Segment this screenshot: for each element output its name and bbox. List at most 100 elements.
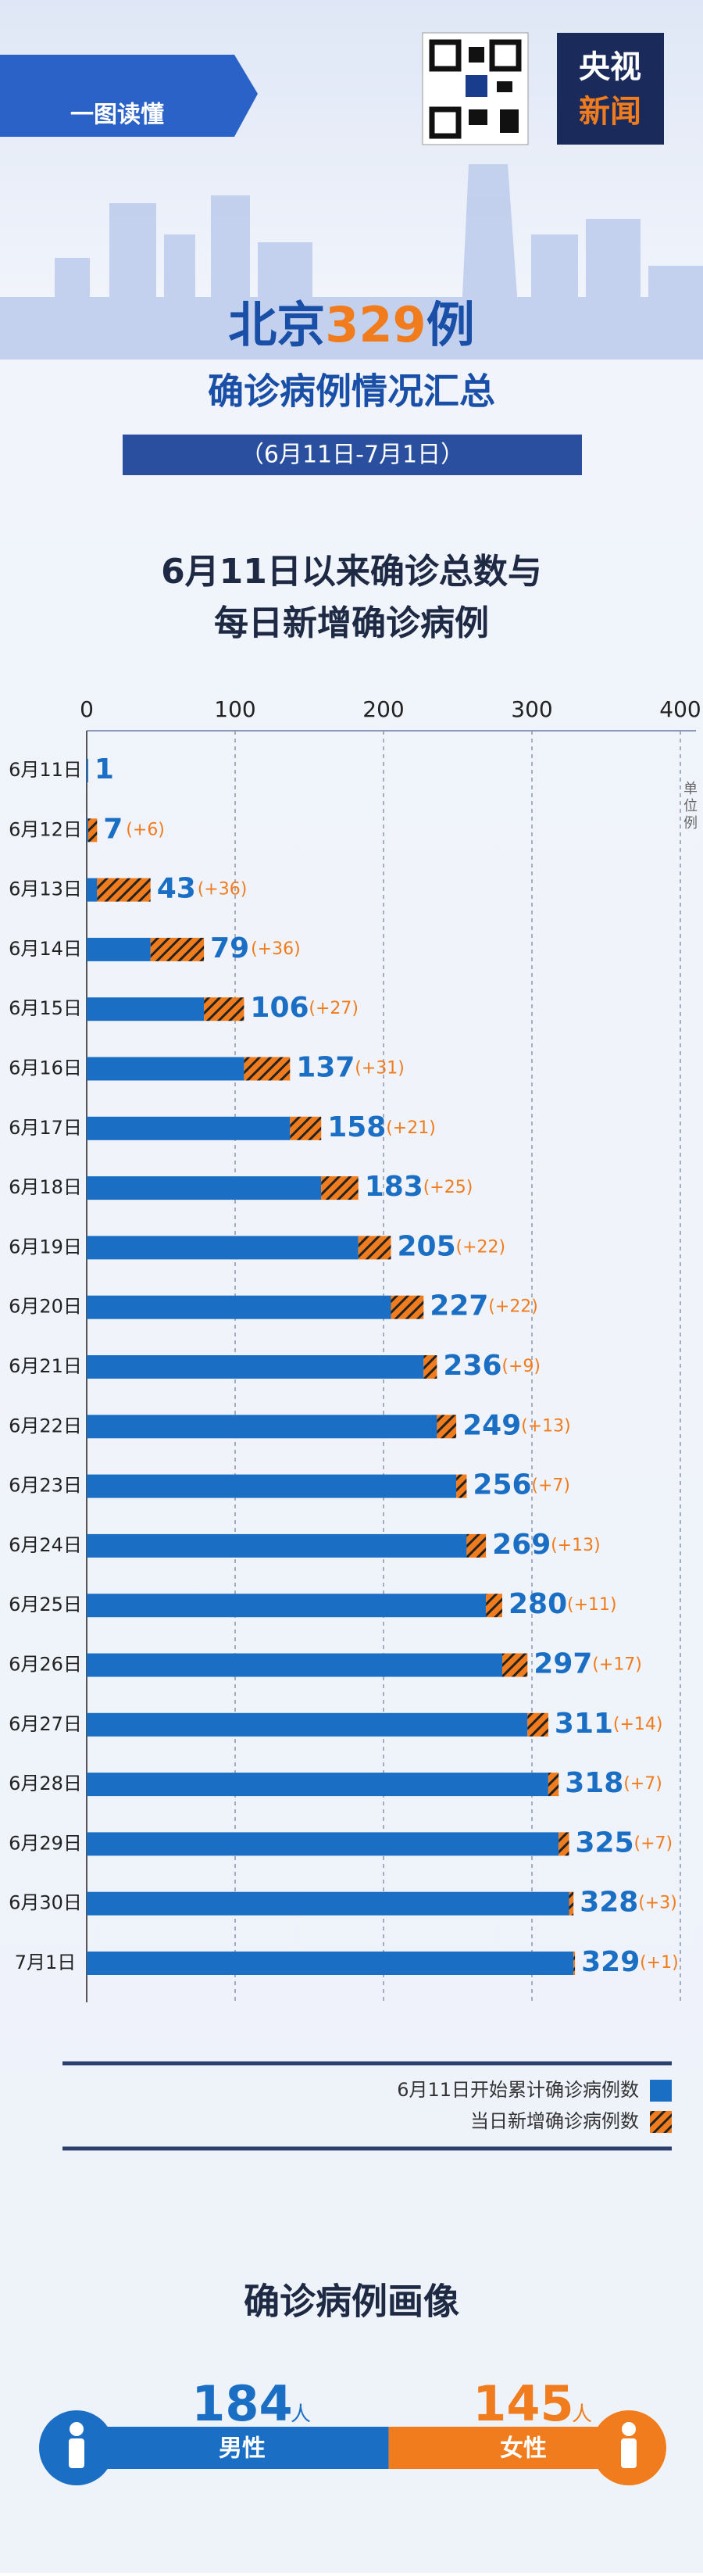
- total-label: 106: [250, 992, 309, 1024]
- y-tick-label: 6月28日: [9, 1773, 82, 1794]
- total-label: 311: [555, 1708, 613, 1740]
- y-tick-label: 6月25日: [9, 1594, 82, 1615]
- bar-cumulative: [87, 1355, 424, 1379]
- bar-new: [558, 1832, 569, 1856]
- female-icon: [621, 2438, 637, 2468]
- bar-cumulative: [87, 1415, 437, 1439]
- bar-new: [244, 1057, 291, 1081]
- x-tick-label: 200: [362, 696, 404, 722]
- unit-label: 单位例: [683, 781, 698, 832]
- bar-cumulative: [87, 1712, 528, 1737]
- y-tick-label: 6月29日: [9, 1832, 82, 1854]
- y-tick-label: 6月22日: [9, 1415, 82, 1436]
- y-tick-label: 6月12日: [9, 818, 82, 840]
- bar-new: [548, 1773, 559, 1797]
- bar-new: [486, 1594, 502, 1618]
- bar-cumulative: [87, 1594, 487, 1618]
- new-label: (+7): [634, 1834, 673, 1853]
- x-tick-label: 400: [659, 696, 701, 722]
- title-number: 329: [325, 296, 426, 353]
- bar-cumulative: [87, 1773, 548, 1797]
- y-tick-label: 6月16日: [9, 1057, 82, 1079]
- total-label: 269: [492, 1529, 551, 1561]
- total-label: 329: [581, 1946, 640, 1978]
- y-tick-label: 6月21日: [9, 1355, 82, 1377]
- total-label: 325: [576, 1826, 634, 1859]
- new-label: (+7): [531, 1476, 570, 1496]
- bar-new: [573, 1952, 576, 1975]
- tag: 一图读懂: [70, 102, 164, 129]
- bar-cumulative: [87, 818, 88, 843]
- bar-cumulative: [87, 997, 205, 1021]
- total-label: 205: [398, 1230, 456, 1262]
- total-label: 249: [462, 1409, 521, 1441]
- new-label: (+9): [501, 1357, 541, 1376]
- y-tick-label: 6月13日: [9, 878, 82, 900]
- new-label: (+1): [640, 1953, 679, 1973]
- skyline: [0, 164, 703, 360]
- bar-new: [437, 1415, 457, 1439]
- y-tick-label: 6月15日: [9, 997, 82, 1019]
- new-label: (+7): [623, 1774, 662, 1794]
- total-label: 183: [365, 1171, 423, 1203]
- bar-cumulative: [87, 1533, 467, 1558]
- male-icon: [69, 2438, 84, 2468]
- y-tick-label: 6月14日: [9, 938, 82, 960]
- date-range: （6月11日-7月1日）: [241, 442, 464, 469]
- logo-bottom: 新闻: [579, 94, 641, 130]
- x-tick-label: 300: [511, 696, 552, 722]
- male-icon: [70, 2422, 84, 2436]
- total-label: 318: [565, 1767, 623, 1799]
- y-tick-label: 6月11日: [9, 759, 82, 781]
- logo-top: 央视: [579, 49, 641, 85]
- bar-new: [290, 1116, 322, 1140]
- female-value: 145: [473, 2375, 573, 2432]
- new-label: (+22): [488, 1297, 538, 1317]
- y-tick-label: 6月26日: [9, 1654, 82, 1676]
- total-label: 256: [473, 1469, 531, 1501]
- total-label: 7: [103, 813, 123, 845]
- title-suffix: 例: [426, 296, 475, 353]
- y-tick-label: 7月1日: [15, 1952, 77, 1973]
- tag-banner: [0, 55, 258, 137]
- bar-new: [527, 1712, 548, 1737]
- total-label: 137: [296, 1052, 355, 1084]
- chart-title: 每日新增确诊病例: [214, 603, 489, 643]
- bar-new: [87, 818, 98, 843]
- bar-new: [456, 1474, 467, 1498]
- total-label: 280: [509, 1588, 567, 1620]
- bar-cumulative: [87, 1116, 291, 1140]
- y-tick-label: 6月27日: [9, 1713, 82, 1735]
- female-icon: [622, 2422, 636, 2436]
- bar-new: [97, 878, 151, 902]
- new-label: (+13): [521, 1416, 571, 1436]
- qr-code: [422, 32, 529, 145]
- total-label: 236: [443, 1350, 501, 1382]
- legend-swatch: [650, 2080, 672, 2102]
- new-label: (+13): [551, 1536, 601, 1555]
- female-label: 女性: [500, 2435, 547, 2463]
- bar-new: [150, 937, 205, 961]
- y-tick-label: 6月24日: [9, 1534, 82, 1556]
- bar-new: [204, 997, 244, 1021]
- y-tick-label: 6月20日: [9, 1296, 82, 1318]
- bar-cumulative: [87, 759, 88, 782]
- y-tick-label: 6月23日: [9, 1475, 82, 1497]
- new-label: (+36): [251, 939, 301, 959]
- y-tick-label: 6月18日: [9, 1176, 82, 1198]
- legend-swatch: [650, 2111, 672, 2133]
- bar-new: [391, 1295, 424, 1319]
- bar-cumulative: [87, 1236, 359, 1260]
- legend-label: 6月11日开始累计确诊病例数: [397, 2079, 639, 2101]
- male-value: 184: [191, 2375, 292, 2432]
- new-label: (+3): [638, 1894, 677, 1913]
- new-label: (+17): [592, 1655, 642, 1675]
- new-label: (+25): [423, 1178, 473, 1197]
- new-label: (+14): [613, 1715, 663, 1734]
- bar-cumulative: [87, 1891, 569, 1916]
- total-label: 79: [210, 932, 249, 964]
